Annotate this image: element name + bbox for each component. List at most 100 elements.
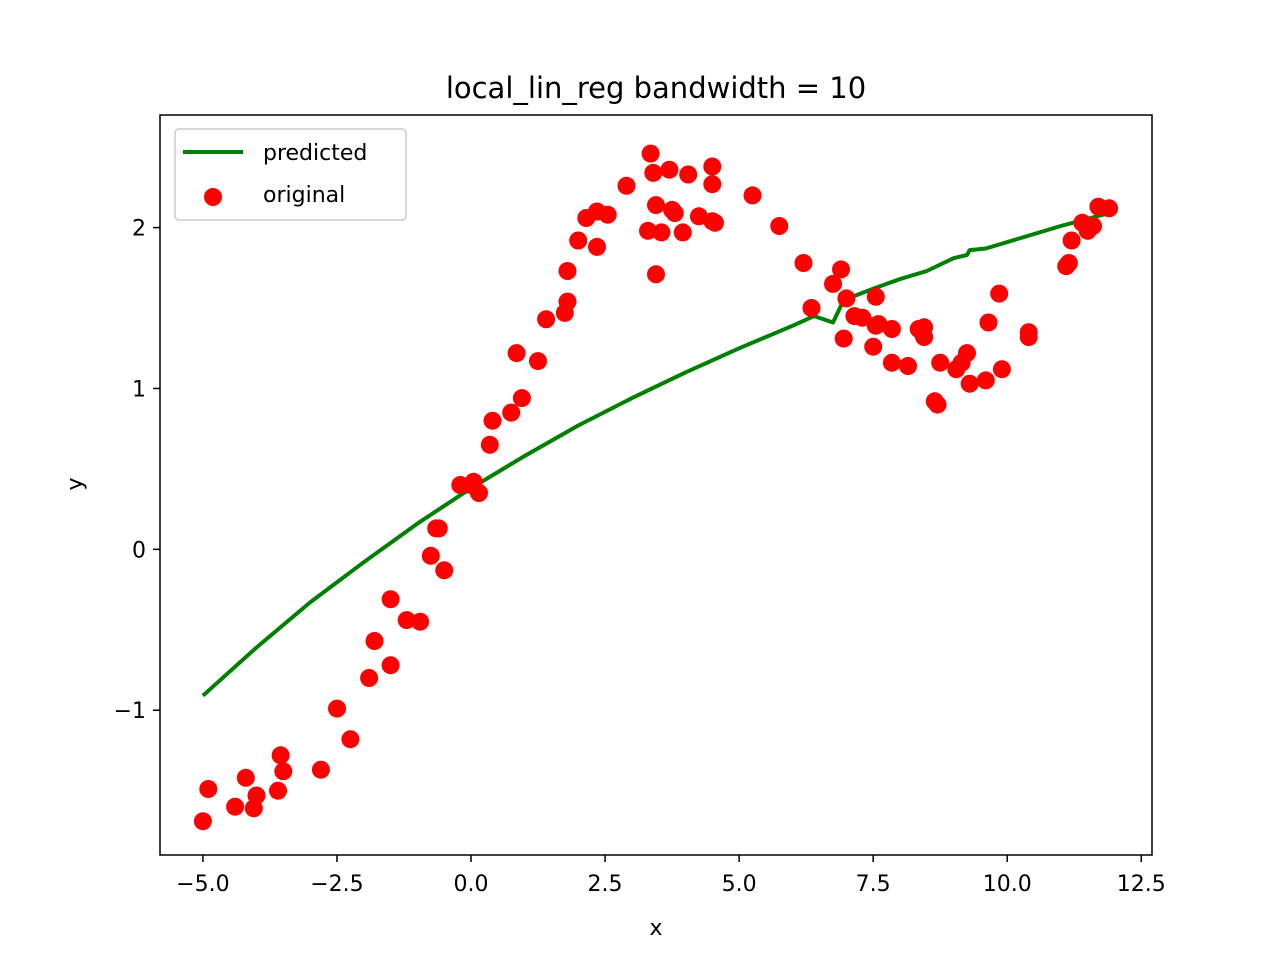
- original-point: [411, 612, 430, 631]
- original-point: [271, 746, 290, 765]
- x-axis-ticks: −5.0 −2.5 0.0 2.5 5.0 7.5 10.0 12.5: [176, 855, 1166, 897]
- original-point: [341, 730, 360, 749]
- original-point: [421, 546, 440, 565]
- original-point: [598, 205, 617, 224]
- legend-original-swatch: [204, 188, 222, 206]
- original-point: [703, 175, 722, 194]
- original-point: [660, 160, 679, 179]
- chart-title: local_lin_reg bandwidth = 10: [446, 71, 866, 105]
- original-point: [770, 217, 789, 235]
- x-tick-label: 0.0: [454, 872, 489, 897]
- original-point: [226, 797, 245, 816]
- plot-area: [193, 144, 1119, 831]
- original-point: [512, 389, 531, 408]
- original-point: [979, 313, 998, 332]
- original-point: [652, 223, 671, 242]
- original-point: [199, 780, 218, 798]
- original-point: [928, 395, 947, 414]
- original-point: [435, 561, 454, 580]
- original-point: [958, 344, 976, 363]
- original-points-layer: [193, 144, 1119, 831]
- original-point: [1084, 217, 1102, 235]
- original-point: [931, 353, 950, 372]
- original-point: [558, 292, 577, 311]
- x-tick-label: 7.5: [856, 872, 891, 897]
- original-point: [647, 265, 665, 284]
- y-tick-label: −1: [114, 699, 146, 724]
- original-point: [247, 786, 266, 805]
- original-point: [992, 360, 1011, 379]
- original-point: [381, 656, 400, 675]
- original-point: [470, 484, 488, 502]
- original-point: [706, 213, 724, 232]
- original-point: [502, 403, 521, 422]
- legend: predicted original: [174, 128, 407, 221]
- legend-predicted-label: predicted: [263, 141, 367, 166]
- x-tick-label: −5.0: [176, 872, 229, 897]
- original-point: [864, 337, 883, 356]
- legend-original-label: original: [263, 183, 345, 208]
- original-point: [381, 590, 400, 609]
- original-point: [990, 284, 1009, 303]
- original-point: [529, 352, 547, 371]
- axes-frame: [159, 114, 1153, 856]
- original-point: [558, 262, 577, 280]
- y-axis-ticks: −1 0 1 2: [114, 217, 160, 724]
- original-point: [480, 435, 499, 454]
- original-point: [679, 165, 698, 184]
- original-point: [743, 186, 762, 205]
- x-tick-label: 12.5: [1117, 872, 1166, 897]
- x-axis-label: x: [649, 916, 662, 941]
- original-point: [328, 699, 346, 718]
- original-point: [641, 144, 660, 163]
- original-point: [429, 519, 448, 538]
- original-point: [866, 287, 885, 306]
- original-point: [794, 254, 813, 272]
- y-tick-label: 0: [132, 538, 146, 563]
- x-tick-label: −2.5: [310, 872, 363, 897]
- original-point: [236, 768, 255, 787]
- original-point: [882, 353, 901, 372]
- original-point: [1019, 323, 1038, 342]
- original-point: [832, 260, 850, 279]
- original-point: [834, 329, 853, 348]
- original-point: [639, 221, 657, 240]
- x-tick-label: 5.0: [722, 872, 757, 897]
- original-point: [269, 781, 287, 800]
- original-point: [976, 371, 995, 390]
- original-point: [588, 237, 606, 256]
- original-point: [665, 204, 684, 223]
- y-axis-label: y: [63, 477, 88, 490]
- original-point: [397, 611, 416, 630]
- original-point: [365, 632, 384, 650]
- original-point: [569, 231, 588, 250]
- original-point: [824, 274, 842, 293]
- original-point: [1059, 254, 1078, 272]
- original-point: [483, 411, 502, 430]
- original-point: [507, 344, 526, 363]
- original-point: [193, 812, 212, 831]
- y-tick-label: 2: [132, 217, 146, 242]
- original-point: [882, 320, 901, 338]
- original-point: [1062, 231, 1081, 250]
- x-tick-label: 10.0: [983, 872, 1032, 897]
- original-point: [703, 157, 722, 176]
- original-point: [1100, 199, 1119, 218]
- x-tick-label: 2.5: [588, 872, 623, 897]
- original-point: [673, 223, 692, 242]
- original-point: [802, 299, 821, 317]
- original-point: [537, 310, 556, 329]
- original-point: [360, 669, 379, 687]
- original-point: [899, 357, 917, 375]
- original-point: [837, 289, 856, 308]
- original-point: [274, 762, 293, 781]
- original-point: [647, 196, 665, 215]
- original-point: [853, 308, 872, 327]
- original-point: [960, 374, 979, 393]
- original-point: [915, 328, 934, 346]
- original-point: [311, 760, 330, 779]
- original-point: [617, 176, 636, 195]
- y-tick-label: 1: [132, 377, 146, 402]
- original-point: [644, 163, 663, 182]
